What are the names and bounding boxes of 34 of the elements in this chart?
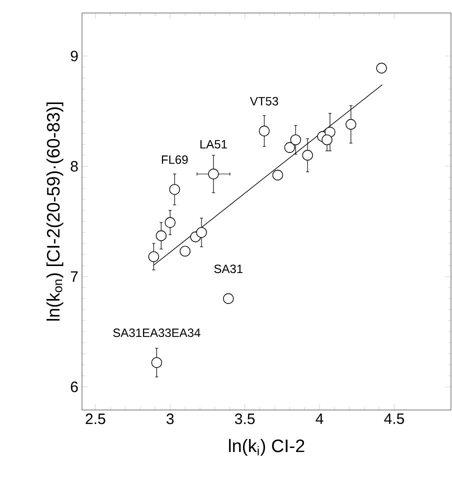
x-tick-label: 3 (166, 414, 174, 424)
point (290, 134, 301, 146)
point (148, 251, 160, 262)
point (284, 142, 296, 153)
point (346, 119, 356, 130)
y-tick-label: 6 (70, 382, 78, 392)
annotation: FL69 (162, 155, 188, 164)
annotation: SA31EA33EA34 (113, 328, 200, 338)
x-tick-label: 4.5 (384, 414, 404, 424)
point (324, 126, 336, 138)
annotation: VT53 (250, 96, 278, 106)
point (180, 246, 190, 257)
point (223, 293, 234, 304)
x-tick-label: 2.5 (86, 414, 106, 424)
x-tick-label: 3.5 (234, 414, 255, 424)
point (164, 217, 176, 228)
annotation: LA51 (200, 140, 227, 148)
point (322, 134, 332, 146)
point (258, 126, 270, 136)
annotation: SA31 (214, 264, 242, 274)
point (208, 168, 219, 180)
y-tick-label: 7 (70, 271, 78, 282)
point (302, 150, 313, 161)
point (196, 227, 207, 238)
y-tick-label: 8 (70, 160, 78, 172)
x-axis-title: ln(k$_{i}$) CI-2 (229, 439, 304, 456)
y-tick-label: 9 (70, 50, 78, 62)
point (151, 357, 162, 368)
point (169, 184, 180, 195)
point (272, 170, 284, 180)
y-axis-title: ln(k$_{on}$) [CI-2(20-59)·(60-83)] (46, 102, 64, 321)
point (156, 230, 167, 242)
x-tick-label: 4 (316, 414, 324, 424)
point (376, 62, 387, 74)
